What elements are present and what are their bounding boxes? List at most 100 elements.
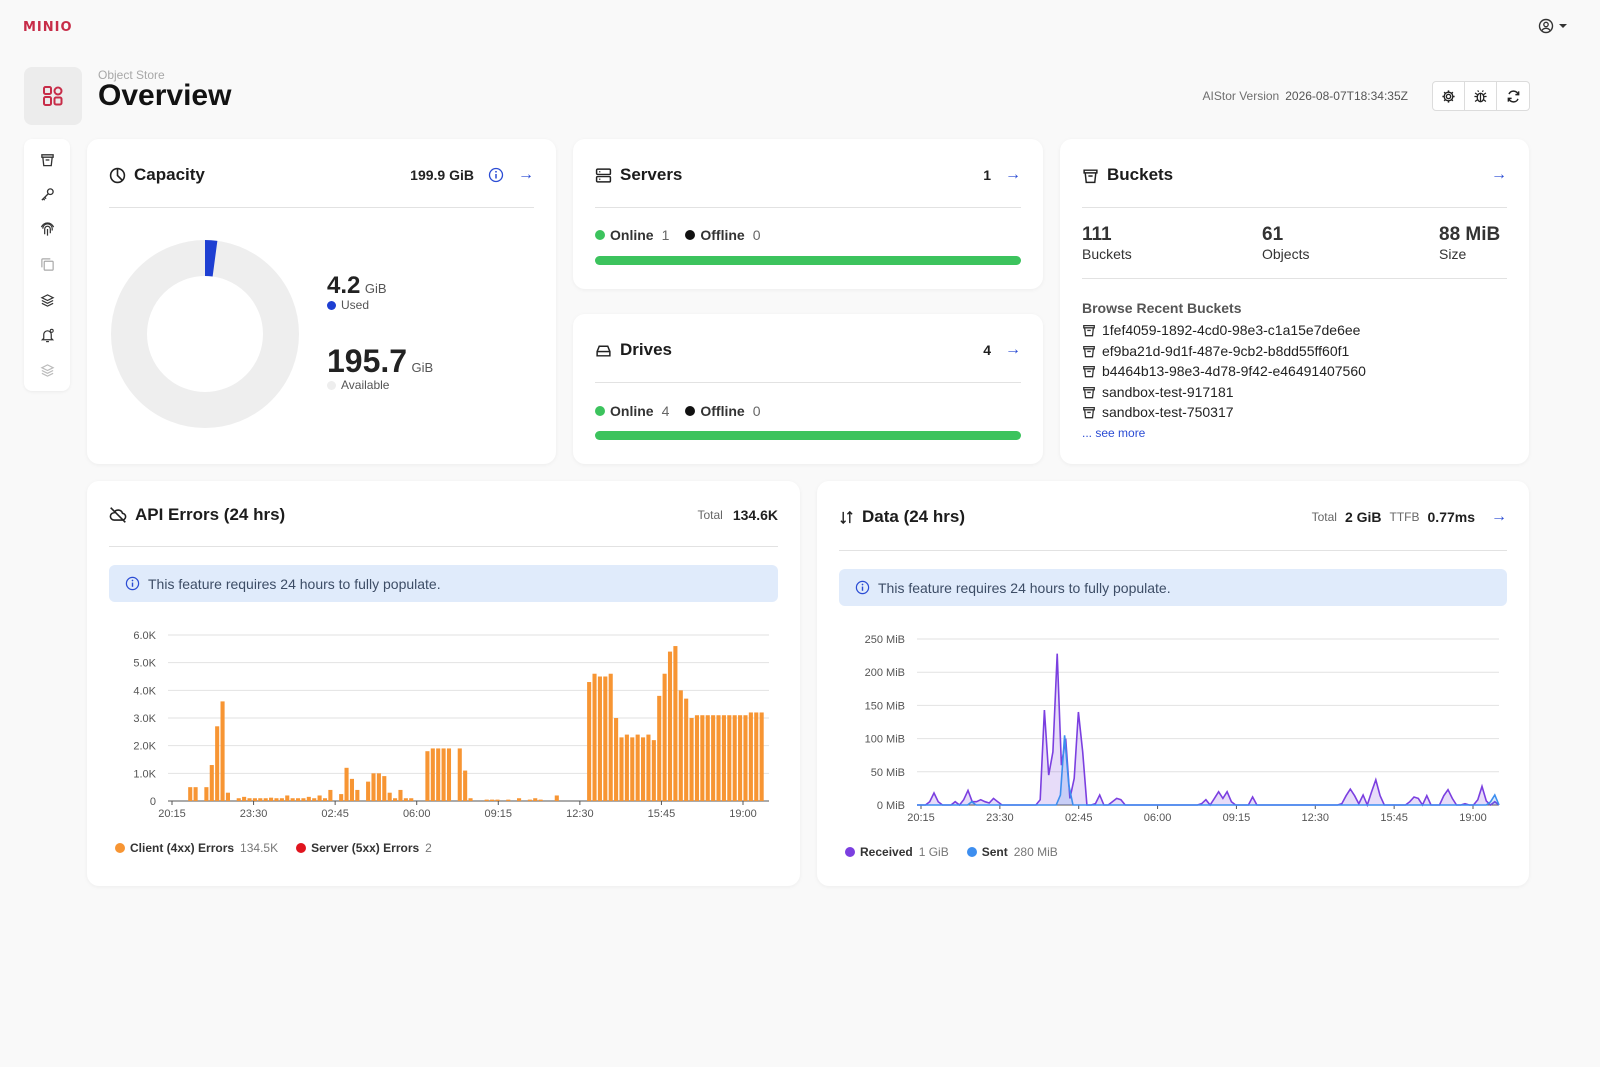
error-bar: [463, 770, 468, 801]
chevron-down-icon: [1559, 24, 1567, 28]
error-bar: [225, 792, 230, 801]
servers-title: Servers: [620, 165, 683, 184]
recent-bucket-name: 1fef4059-1892-4cd0-98e3-c1a15e7de6ee: [1102, 322, 1361, 339]
servers-arrow-icon[interactable]: →: [1005, 166, 1021, 183]
servers-count: 1: [983, 167, 991, 183]
sidebar-item-notifications[interactable]: [38, 326, 56, 344]
server-errors-dot: [296, 843, 307, 853]
see-more-link[interactable]: ... see more: [1082, 426, 1146, 440]
online-dot: [595, 230, 605, 240]
sidebar-item-replication[interactable]: [38, 255, 56, 273]
refresh-icon: [1507, 89, 1519, 103]
layers-icon: [40, 293, 54, 307]
settings-icon: [1442, 89, 1455, 103]
sidebar-item-access-keys[interactable]: [38, 185, 56, 203]
servers-offline-label: Offline: [700, 227, 745, 243]
recent-bucket-name: sandbox-test-750317: [1102, 404, 1234, 421]
error-bar: [252, 798, 257, 801]
server-errors-value: 2: [425, 841, 432, 855]
error-bar: [684, 698, 689, 801]
sent-label: Sent: [981, 845, 1008, 859]
data-arrow-icon[interactable]: →: [1491, 508, 1507, 525]
error-bar: [673, 646, 678, 801]
version-value: 2026-08-07T18:34:35Z: [1285, 89, 1408, 103]
offline-dot: [685, 230, 696, 240]
bucket-icon: [1083, 345, 1095, 358]
series-area-received: [917, 653, 1499, 805]
error-bar: [366, 781, 371, 801]
drives-arrow-icon[interactable]: →: [1005, 341, 1021, 358]
user-menu[interactable]: [1538, 18, 1568, 34]
sidebar-item-storage[interactable]: [38, 361, 56, 379]
y-tick-label: 2.0K: [133, 741, 156, 753]
info-icon: [125, 576, 140, 591]
info-icon[interactable]: [488, 167, 504, 183]
drives-health-bar: [595, 431, 1021, 440]
x-tick-label: 15:45: [648, 808, 676, 820]
fingerprint-icon: [40, 221, 54, 236]
error-bar: [258, 798, 263, 801]
stat-size-label: Size: [1439, 246, 1467, 262]
transfer-icon: [840, 510, 853, 524]
sent-value: 280 MiB: [1013, 845, 1058, 859]
x-tick-label: 19:00: [1459, 812, 1487, 824]
data-divider: [839, 550, 1507, 551]
drive-icon: [596, 345, 611, 357]
y-tick-label: 0: [150, 796, 156, 808]
y-tick-label: 5.0K: [133, 658, 156, 670]
data-title: Data (24 hrs): [862, 507, 965, 526]
data-total-value: 2 GiB: [1344, 509, 1382, 525]
settings-button[interactable]: [1433, 82, 1465, 110]
error-bar: [635, 734, 640, 801]
recent-bucket-link[interactable]: 1fef4059-1892-4cd0-98e3-c1a15e7de6ee: [1082, 320, 1366, 341]
api-errors-total-value: 134.6K: [732, 507, 778, 523]
pie-chart-icon: [109, 167, 126, 183]
used-legend-dot: [327, 300, 336, 310]
stat-size-value: 88 MiB: [1439, 224, 1501, 245]
x-tick-label: 06:00: [1144, 812, 1172, 824]
x-tick-label: 09:15: [485, 808, 513, 820]
error-bar: [220, 701, 225, 801]
drives-online-value: 4: [661, 403, 670, 419]
data-notice-text: This feature requires 24 hours to fully …: [878, 579, 1171, 596]
y-tick-label: 250 MiB: [865, 634, 905, 646]
recent-bucket-link[interactable]: ef9ba21d-9d1f-487e-9cb2-b8dd55ff60f1: [1082, 341, 1366, 362]
recent-bucket-name: ef9ba21d-9d1f-487e-9cb2-b8dd55ff60f1: [1102, 342, 1350, 359]
debug-button[interactable]: [1465, 82, 1497, 110]
error-bar: [344, 767, 349, 801]
available-legend-dot: [327, 380, 336, 390]
recent-bucket-link[interactable]: sandbox-test-917181: [1082, 382, 1366, 403]
error-bar: [430, 748, 435, 801]
error-bar: [322, 798, 328, 801]
x-tick-label: 12:30: [1302, 812, 1330, 824]
servers-status: Online 1 Offline 0: [595, 227, 777, 243]
error-bar: [630, 737, 635, 801]
error-bar: [705, 715, 710, 801]
sidebar-item-buckets[interactable]: [38, 150, 56, 168]
error-bar: [711, 715, 716, 801]
capacity-total: 199.9 GiB: [410, 167, 474, 183]
error-bar: [376, 773, 381, 801]
servers-health-bar: [595, 256, 1021, 265]
recent-bucket-link[interactable]: b4464b13-98e3-4d78-9f42-e46491407560: [1082, 361, 1366, 382]
copy-icon: [40, 257, 54, 271]
error-bar: [279, 798, 284, 801]
x-tick-label: 15:45: [1380, 812, 1408, 824]
refresh-button[interactable]: [1497, 82, 1529, 110]
sidebar-item-identity[interactable]: [38, 220, 56, 238]
stat-size: 88 MiB Size: [1439, 224, 1500, 262]
error-bar: [624, 734, 629, 801]
buckets-arrow-icon[interactable]: →: [1491, 166, 1507, 183]
minio-logo[interactable]: MINIO: [23, 20, 73, 35]
error-bar: [290, 798, 295, 801]
api-errors-title: API Errors (24 hrs): [135, 505, 286, 524]
recent-bucket-link[interactable]: sandbox-test-750317: [1082, 402, 1366, 423]
used-label: Used: [341, 298, 370, 312]
sidebar-item-tiers[interactable]: [38, 291, 56, 309]
error-bar: [295, 798, 301, 801]
error-bar: [263, 798, 268, 801]
api-errors-card: API Errors (24 hrs) Total 134.6K This fe…: [87, 481, 800, 886]
servers-online-label: Online: [610, 227, 654, 243]
available-unit: GiB: [411, 360, 434, 375]
capacity-arrow-icon[interactable]: →: [518, 166, 534, 183]
